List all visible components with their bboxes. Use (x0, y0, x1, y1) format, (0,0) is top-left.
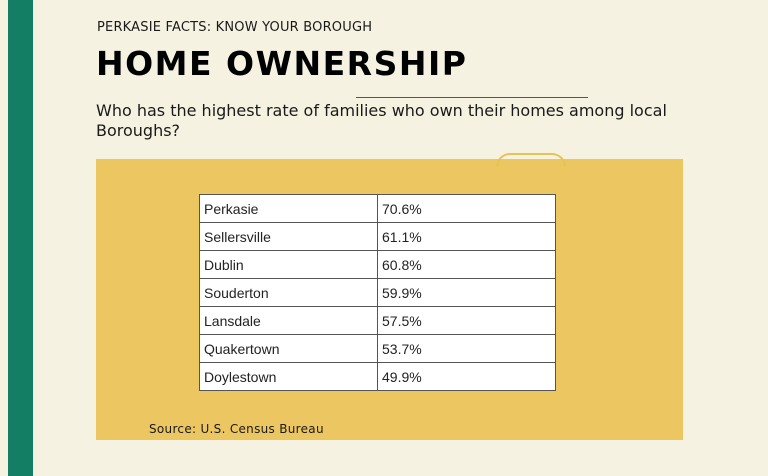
rate-cell: 70.6% (377, 194, 556, 223)
borough-cell: Quakertown (199, 334, 378, 363)
rate-cell: 49.9% (377, 362, 556, 391)
borough-cell: Perkasie (199, 194, 378, 223)
table-row: Quakertown 53.7% (199, 334, 556, 363)
page-title: HOME OWNERSHIP (96, 44, 468, 83)
borough-cell: Souderton (199, 278, 378, 307)
table-row: Dublin 60.8% (199, 250, 556, 279)
divider-rule (356, 97, 588, 98)
table-row: Perkasie 70.6% (199, 194, 556, 223)
table-row: Doylestown 49.9% (199, 362, 556, 391)
decorative-arc (496, 153, 566, 167)
rate-cell: 61.1% (377, 222, 556, 251)
rate-cell: 59.9% (377, 278, 556, 307)
question-text: Who has the highest rate of families who… (96, 101, 667, 140)
borough-cell: Lansdale (199, 306, 378, 335)
borough-cell: Doylestown (199, 362, 378, 391)
rate-cell: 60.8% (377, 250, 556, 279)
rate-cell: 53.7% (377, 334, 556, 363)
borough-cell: Sellersville (199, 222, 378, 251)
side-stripe (8, 0, 33, 476)
table-row: Souderton 59.9% (199, 278, 556, 307)
source-note: Source: U.S. Census Bureau (149, 422, 324, 436)
ownership-table: Perkasie 70.6% Sellersville 61.1% Dublin… (199, 194, 556, 391)
borough-cell: Dublin (199, 250, 378, 279)
rate-cell: 57.5% (377, 306, 556, 335)
kicker-text: PERKASIE FACTS: KNOW YOUR BOROUGH (97, 20, 373, 35)
table-row: Lansdale 57.5% (199, 306, 556, 335)
table-row: Sellersville 61.1% (199, 222, 556, 251)
